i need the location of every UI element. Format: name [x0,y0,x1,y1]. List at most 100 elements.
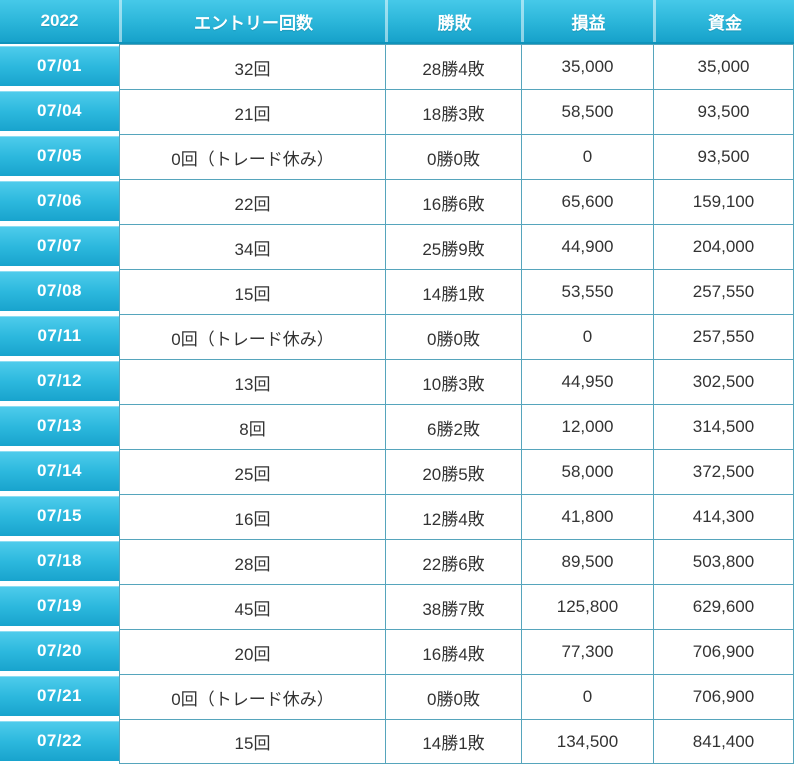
row-capital: 706,900 [653,674,794,719]
row-capital: 93,500 [653,134,794,179]
row-entry-count: 0回（トレード休み） [119,674,385,719]
row-profit-loss: 134,500 [521,719,653,764]
row-date-cell: 07/14 [0,451,119,491]
table-row: 07/12 13回 10勝3敗 44,950 302,500 [0,359,794,404]
row-capital: 314,500 [653,404,794,449]
table-body: 07/01 32回 28勝4敗 35,000 35,000 07/04 21回 18勝3敗 58… [0,44,794,764]
table-row: 07/05 0回（トレード休み） 0勝0敗 0 93,500 [0,134,794,179]
header-profit-loss: 損益 [521,0,653,42]
row-win-loss: 14勝1敗 [385,719,521,764]
table-header-row: 2022 エントリー回数 勝敗 損益 資金 [0,0,794,44]
row-date-cell: 07/05 [0,136,119,176]
row-entry-count: 21回 [119,89,385,134]
row-win-loss: 0勝0敗 [385,134,521,179]
row-win-loss: 16勝6敗 [385,179,521,224]
row-win-loss: 22勝6敗 [385,539,521,584]
table-row: 07/19 45回 38勝7敗 125,800 629,600 [0,584,794,629]
row-profit-loss: 53,550 [521,269,653,314]
row-date-cell: 07/19 [0,586,119,626]
row-profit-loss: 77,300 [521,629,653,674]
row-entry-count: 28回 [119,539,385,584]
row-capital: 159,100 [653,179,794,224]
row-win-loss: 38勝7敗 [385,584,521,629]
table-row: 07/22 15回 14勝1敗 134,500 841,400 [0,719,794,764]
row-entry-count: 0回（トレード休み） [119,314,385,359]
row-capital: 35,000 [653,44,794,89]
row-date-cell: 07/11 [0,316,119,356]
row-date-cell: 07/08 [0,271,119,311]
row-date-cell: 07/12 [0,361,119,401]
row-entry-count: 25回 [119,449,385,494]
row-win-loss: 28勝4敗 [385,44,521,89]
row-profit-loss: 125,800 [521,584,653,629]
row-capital: 841,400 [653,719,794,764]
row-entry-count: 32回 [119,44,385,89]
row-date-cell: 07/22 [0,721,119,761]
row-capital: 706,900 [653,629,794,674]
row-entry-count: 22回 [119,179,385,224]
row-date-cell: 07/06 [0,181,119,221]
row-profit-loss: 41,800 [521,494,653,539]
row-entry-count: 15回 [119,719,385,764]
table-row: 07/13 8回 6勝2敗 12,000 314,500 [0,404,794,449]
table-row: 07/18 28回 22勝6敗 89,500 503,800 [0,539,794,584]
row-profit-loss: 35,000 [521,44,653,89]
row-capital: 503,800 [653,539,794,584]
header-win-loss: 勝敗 [385,0,521,42]
row-win-loss: 6勝2敗 [385,404,521,449]
row-date-cell: 07/20 [0,631,119,671]
row-capital: 302,500 [653,359,794,404]
row-win-loss: 14勝1敗 [385,269,521,314]
row-profit-loss: 58,000 [521,449,653,494]
row-entry-count: 15回 [119,269,385,314]
row-profit-loss: 89,500 [521,539,653,584]
table-row: 07/04 21回 18勝3敗 58,500 93,500 [0,89,794,134]
row-capital: 372,500 [653,449,794,494]
table-row: 07/07 34回 25勝9敗 44,900 204,000 [0,224,794,269]
row-profit-loss: 58,500 [521,89,653,134]
table-row: 07/20 20回 16勝4敗 77,300 706,900 [0,629,794,674]
table-row: 07/01 32回 28勝4敗 35,000 35,000 [0,44,794,89]
row-date-cell: 07/07 [0,226,119,266]
row-profit-loss: 44,900 [521,224,653,269]
table-row: 07/15 16回 12勝4敗 41,800 414,300 [0,494,794,539]
header-entry-count: エントリー回数 [119,0,385,42]
row-win-loss: 16勝4敗 [385,629,521,674]
row-win-loss: 20勝5敗 [385,449,521,494]
row-win-loss: 10勝3敗 [385,359,521,404]
row-profit-loss: 0 [521,314,653,359]
row-win-loss: 0勝0敗 [385,674,521,719]
row-date-cell: 07/15 [0,496,119,536]
row-win-loss: 12勝4敗 [385,494,521,539]
row-capital: 257,550 [653,314,794,359]
row-entry-count: 16回 [119,494,385,539]
row-capital: 629,600 [653,584,794,629]
row-profit-loss: 0 [521,674,653,719]
row-profit-loss: 65,600 [521,179,653,224]
row-date-cell: 07/18 [0,541,119,581]
row-entry-count: 45回 [119,584,385,629]
row-date-cell: 07/01 [0,46,119,86]
table-row: 07/14 25回 20勝5敗 58,000 372,500 [0,449,794,494]
row-capital: 204,000 [653,224,794,269]
row-entry-count: 8回 [119,404,385,449]
row-capital: 257,550 [653,269,794,314]
row-date-cell: 07/21 [0,676,119,716]
table-row: 07/11 0回（トレード休み） 0勝0敗 0 257,550 [0,314,794,359]
table-row: 07/06 22回 16勝6敗 65,600 159,100 [0,179,794,224]
row-capital: 414,300 [653,494,794,539]
table-row: 07/08 15回 14勝1敗 53,550 257,550 [0,269,794,314]
row-win-loss: 18勝3敗 [385,89,521,134]
row-entry-count: 20回 [119,629,385,674]
row-date-cell: 07/04 [0,91,119,131]
header-capital: 資金 [653,0,794,42]
row-entry-count: 34回 [119,224,385,269]
row-capital: 93,500 [653,89,794,134]
header-year: 2022 [40,11,79,30]
row-win-loss: 0勝0敗 [385,314,521,359]
row-date-cell: 07/13 [0,406,119,446]
row-entry-count: 0回（トレード休み） [119,134,385,179]
table-row: 07/21 0回（トレード休み） 0勝0敗 0 706,900 [0,674,794,719]
row-win-loss: 25勝9敗 [385,224,521,269]
